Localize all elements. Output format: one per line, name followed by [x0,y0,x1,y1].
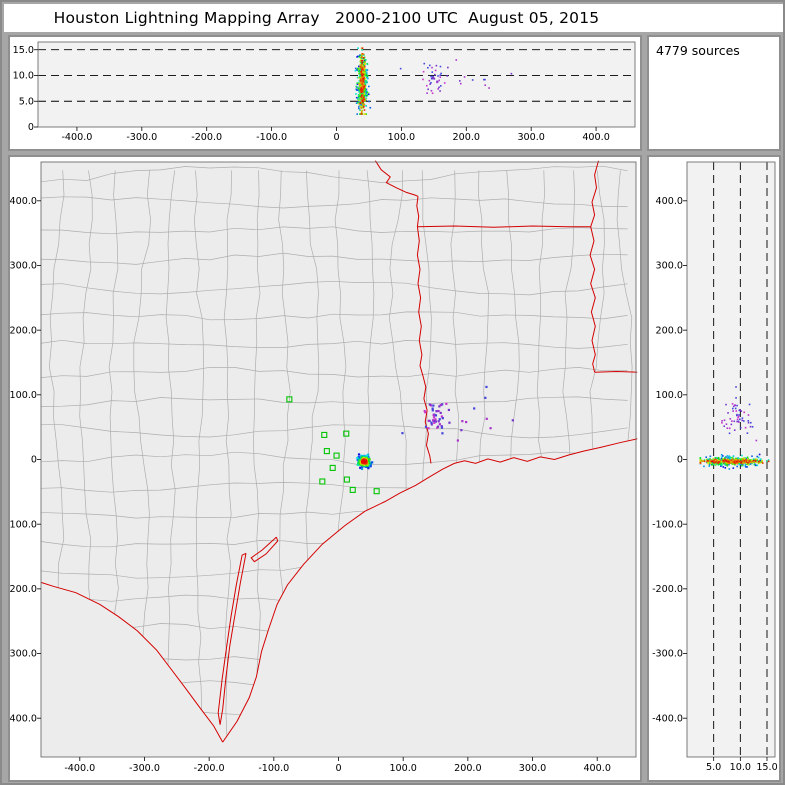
svg-text:-300.0: -300.0 [10,649,37,660]
svg-text:-100.0: -100.0 [10,519,37,530]
svg-text:400.0: 400.0 [582,132,609,143]
svg-text:400.0: 400.0 [10,196,37,207]
svg-text:300.0: 300.0 [517,132,544,143]
svg-text:0: 0 [335,763,341,774]
svg-text:400.0: 400.0 [583,763,610,774]
svg-text:-300.0: -300.0 [129,763,160,774]
svg-text:-100.0: -100.0 [652,519,683,530]
svg-text:-300.0: -300.0 [652,649,683,660]
svg-text:-400.0: -400.0 [10,713,37,724]
svg-text:400.0: 400.0 [656,196,683,207]
source-count-label: 4779 sources [656,43,740,58]
panel-source-count: 4779 sources [647,35,781,151]
panel-altitude-north-south: 5.0 10.0 15.0 -400.0 -300.0 -200.0 -100.0 0 100.… [647,155,781,782]
svg-text:-200.0: -200.0 [652,584,683,595]
svg-text:5.0: 5.0 [706,762,721,773]
svg-text:-100.0: -100.0 [256,132,287,143]
svg-text:-100.0: -100.0 [258,763,289,774]
svg-text:15.0: 15.0 [756,762,777,773]
svg-text:-400.0: -400.0 [64,763,95,774]
svg-text:100.0: 100.0 [388,132,415,143]
svg-text:-400.0: -400.0 [61,132,92,143]
svg-text:300.0: 300.0 [656,261,683,272]
svg-text:100.0: 100.0 [389,763,416,774]
svg-text:200.0: 200.0 [656,325,683,336]
title-bar: Houston Lightning Mapping Array 2000-210… [4,4,783,32]
svg-text:300.0: 300.0 [519,763,546,774]
svg-text:-200.0: -200.0 [10,584,37,595]
svg-text:100.0: 100.0 [656,390,683,401]
svg-text:100.0: 100.0 [10,390,37,401]
panel-altitude-east-west: -400.0 -300.0 -200.0 -100.0 0 100.0 200.0 300.0… [8,35,642,151]
svg-text:5.0: 5.0 [19,96,34,107]
svg-text:-400.0: -400.0 [652,713,683,724]
svg-text:10.0: 10.0 [13,71,34,82]
svg-text:200.0: 200.0 [10,325,37,336]
svg-text:0: 0 [28,122,34,133]
altitude-north-south-plot: 5.0 10.0 15.0 -400.0 -300.0 -200.0 -100.0 0 100.… [652,161,778,773]
svg-text:15.0: 15.0 [13,45,34,56]
svg-text:0: 0 [31,455,37,466]
panel-plan-view-map: -400.0 -300.0 -200.0 -100.0 0 100.0 200.0 300.0… [8,155,642,782]
svg-text:300.0: 300.0 [10,261,37,272]
svg-text:-300.0: -300.0 [126,132,157,143]
svg-text:200.0: 200.0 [454,763,481,774]
plan-view-map-plot: -400.0 -300.0 -200.0 -100.0 0 100.0 200.0 300.0… [10,160,638,774]
svg-text:10.0: 10.0 [730,762,751,773]
altitude-east-west-plot: -400.0 -300.0 -200.0 -100.0 0 100.0 200.0 300.0… [13,41,636,143]
svg-text:200.0: 200.0 [453,132,480,143]
svg-text:0: 0 [677,455,683,466]
svg-text:-200.0: -200.0 [194,763,225,774]
svg-text:0: 0 [333,132,339,143]
page-title: Houston Lightning Mapping Array 2000-210… [53,9,600,27]
svg-text:-200.0: -200.0 [191,132,222,143]
